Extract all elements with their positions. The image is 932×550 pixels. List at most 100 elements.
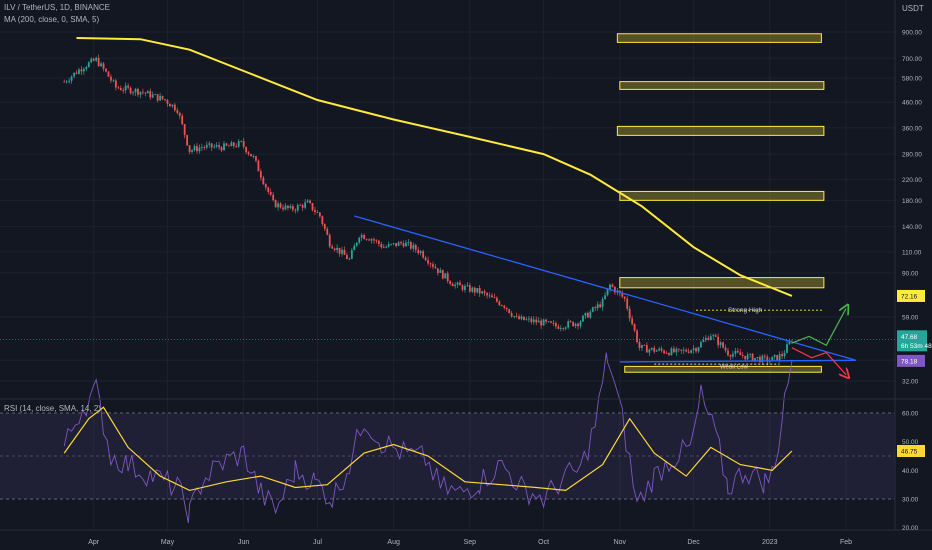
candle-body [124, 85, 127, 91]
candle-body [567, 321, 570, 328]
candle-body [318, 212, 321, 217]
candle-body [112, 80, 115, 82]
y-tick-label: 220.00 [902, 177, 922, 184]
last-price-label: 47.68 [901, 334, 918, 341]
candle-body [277, 203, 279, 208]
candle-body [114, 80, 117, 88]
candle-body [397, 242, 400, 247]
candle-body [537, 320, 540, 323]
candle-body [314, 210, 316, 213]
candle-body [255, 156, 257, 161]
candle-body [341, 249, 343, 254]
candle-body [702, 339, 705, 343]
candle-body [171, 104, 174, 107]
candle-body [589, 311, 592, 318]
candle-body [287, 205, 289, 208]
candle-body [781, 354, 783, 357]
ma-legend: MA (200, close, 0, SMA, 5) [4, 15, 100, 24]
candle-body [454, 284, 457, 287]
candle-body [468, 285, 471, 292]
candle-body [732, 353, 734, 357]
candle-body [264, 184, 267, 188]
resistance-zone [624, 365, 822, 373]
candle-body [176, 110, 179, 113]
candle-body [323, 224, 326, 229]
candle-body [601, 299, 604, 308]
candle-body [623, 296, 626, 299]
candle-body [427, 260, 429, 264]
bearish-projection-arrow [791, 347, 846, 375]
candle-body [225, 143, 228, 146]
candle-body [557, 326, 560, 329]
rsi-value-label-bg [897, 354, 925, 367]
y-tick-label: 360.00 [902, 125, 922, 132]
weak-low-label: Weak Low [720, 365, 749, 371]
ma-200-line [76, 37, 793, 297]
candle-body [687, 351, 690, 353]
rsi-tick-label: 20.00 [902, 525, 919, 532]
candle-body [365, 239, 368, 240]
candle-body [326, 228, 329, 235]
candle-body [387, 244, 390, 247]
candle-body [358, 237, 361, 243]
candle-body [771, 356, 774, 361]
candle-body [105, 68, 107, 72]
candle-body [80, 69, 83, 72]
candle-body [638, 342, 641, 348]
candle-body [220, 147, 223, 151]
candle-body [778, 354, 781, 361]
candle-body [183, 124, 186, 136]
x-tick-label: Aug [387, 539, 400, 546]
x-tick-label: Sep [464, 539, 477, 546]
candle-body [419, 251, 422, 253]
candle-body [542, 319, 545, 326]
candle-body [478, 287, 481, 294]
candle-body [154, 94, 157, 95]
candle-body [348, 258, 351, 260]
candle-body [110, 76, 112, 81]
candle-body [301, 205, 304, 208]
candle-body [788, 341, 791, 345]
candle-body [584, 312, 587, 316]
candle-body [240, 141, 243, 142]
candle-body [451, 283, 454, 287]
y-tick-label: 90.00 [902, 270, 919, 277]
candle-body [500, 305, 503, 307]
candle-body [181, 115, 184, 125]
candle-body [375, 240, 378, 242]
candle-body [582, 315, 584, 322]
candle-body [63, 81, 66, 83]
candle-body [495, 297, 498, 302]
candle-body [611, 284, 614, 287]
candle-body [269, 192, 272, 195]
candle-body [473, 287, 476, 293]
candle-body [331, 246, 334, 249]
candle-body [577, 323, 579, 327]
rsi-ma-value-label-bg [897, 444, 925, 457]
candle-body [751, 353, 754, 361]
candle-body [695, 348, 697, 352]
candle-body [291, 206, 294, 210]
candle-body [282, 207, 284, 210]
candle-body [316, 212, 319, 213]
candle-body [346, 254, 348, 260]
candle-body [690, 350, 693, 353]
candle-body [164, 99, 166, 101]
candle-body [196, 146, 198, 152]
candle-body [159, 95, 161, 101]
candle-body [650, 347, 653, 350]
candle-body [82, 68, 85, 72]
candle-body [424, 257, 427, 261]
candle-body [741, 355, 744, 356]
candle-body [247, 152, 250, 154]
candle-body [466, 285, 469, 286]
candle-body [252, 156, 255, 157]
candle-body [476, 287, 479, 293]
candle-body [643, 344, 646, 346]
candle-body [692, 348, 695, 351]
candle-body [493, 297, 496, 299]
overlays [76, 37, 857, 375]
candle-body [117, 87, 120, 89]
candle-body [355, 242, 358, 246]
